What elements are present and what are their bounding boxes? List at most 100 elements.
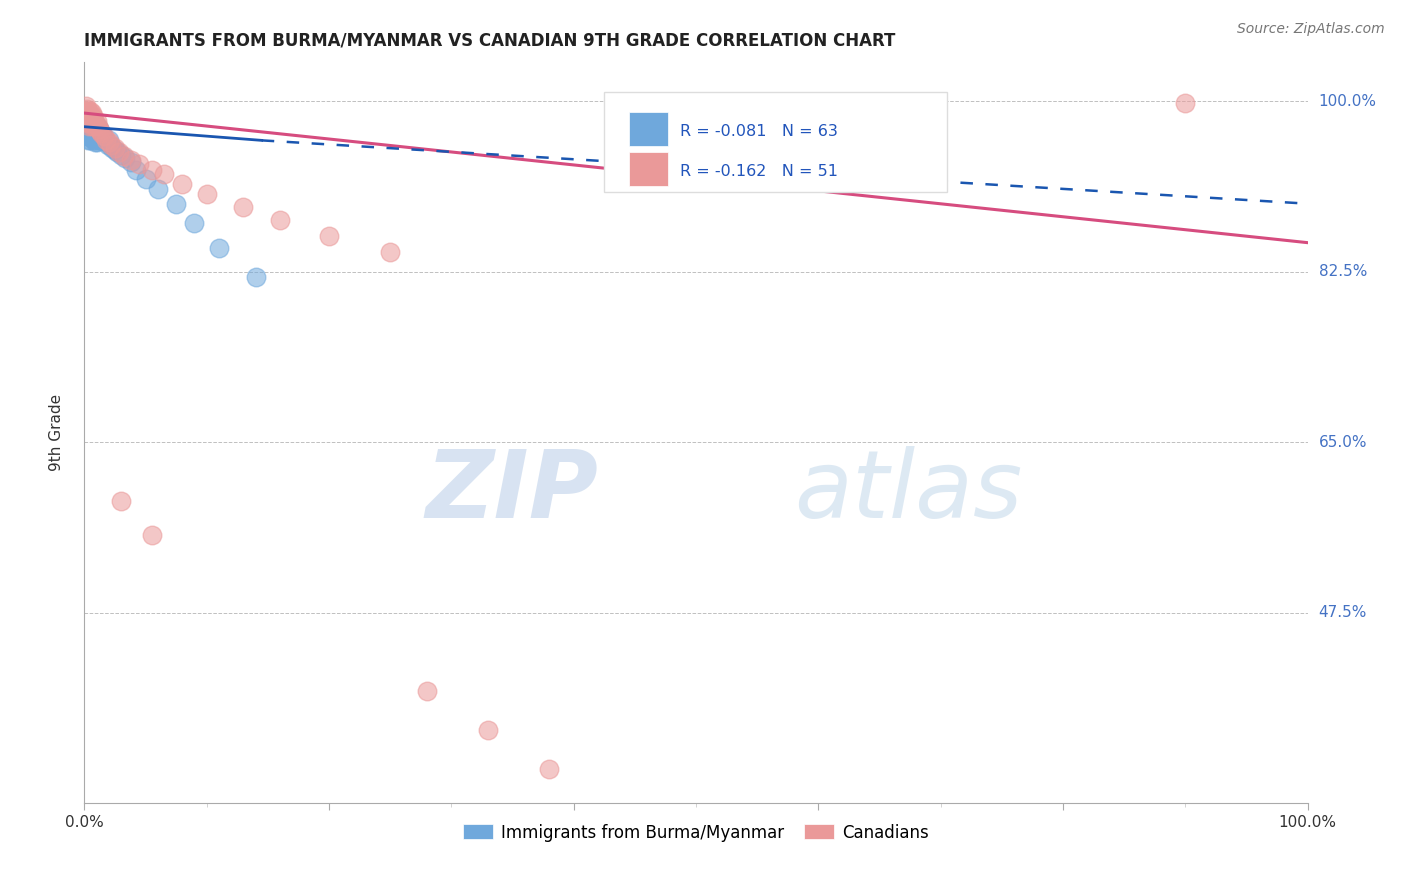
Point xyxy=(82,114,104,128)
Point xyxy=(83,119,105,133)
Text: R = -0.162   N = 51: R = -0.162 N = 51 xyxy=(681,164,838,179)
Point xyxy=(98,138,121,153)
Point xyxy=(89,133,111,147)
Point xyxy=(93,128,115,143)
Point xyxy=(165,196,187,211)
Point xyxy=(110,493,132,508)
Point xyxy=(96,133,118,147)
Point xyxy=(80,119,103,133)
Point xyxy=(83,112,105,126)
Text: 100.0%: 100.0% xyxy=(1319,94,1376,109)
Point xyxy=(77,121,100,136)
Point xyxy=(87,121,110,136)
Point xyxy=(477,723,499,737)
Point xyxy=(94,133,117,147)
Point xyxy=(76,106,98,120)
Point xyxy=(77,133,100,147)
Point xyxy=(76,102,98,116)
Point xyxy=(79,116,101,130)
FancyBboxPatch shape xyxy=(628,152,668,186)
Text: 82.5%: 82.5% xyxy=(1319,264,1367,279)
Point xyxy=(84,123,107,137)
Point xyxy=(79,126,101,140)
Point xyxy=(80,116,103,130)
Point xyxy=(75,109,97,123)
Text: 47.5%: 47.5% xyxy=(1319,606,1367,620)
Point xyxy=(82,128,104,143)
Point xyxy=(183,216,205,230)
Point xyxy=(97,136,120,150)
Point xyxy=(75,109,97,123)
Point xyxy=(87,119,110,133)
Point xyxy=(79,133,101,147)
Point xyxy=(82,109,104,123)
Text: R = -0.081   N = 63: R = -0.081 N = 63 xyxy=(681,124,838,139)
Point xyxy=(93,131,115,145)
Point xyxy=(76,119,98,133)
FancyBboxPatch shape xyxy=(605,92,946,192)
Point xyxy=(77,116,100,130)
Point xyxy=(80,121,103,136)
Point xyxy=(87,120,110,135)
Point xyxy=(83,116,105,130)
Point xyxy=(107,145,129,159)
Point xyxy=(77,119,100,133)
Point xyxy=(172,178,194,192)
Text: IMMIGRANTS FROM BURMA/MYANMAR VS CANADIAN 9TH GRADE CORRELATION CHART: IMMIGRANTS FROM BURMA/MYANMAR VS CANADIA… xyxy=(84,32,896,50)
Point xyxy=(125,162,148,177)
Point xyxy=(232,200,254,214)
Point xyxy=(135,172,157,186)
Point xyxy=(416,683,439,698)
Point xyxy=(82,116,104,130)
Legend: Immigrants from Burma/Myanmar, Canadians: Immigrants from Burma/Myanmar, Canadians xyxy=(454,815,938,850)
Point xyxy=(76,112,98,126)
Point xyxy=(80,131,103,145)
Point xyxy=(153,168,176,182)
Point xyxy=(79,104,101,119)
Text: 65.0%: 65.0% xyxy=(1319,435,1367,450)
Point xyxy=(87,126,110,140)
Point xyxy=(208,240,231,255)
Point xyxy=(89,123,111,137)
Point xyxy=(77,106,100,120)
Point xyxy=(77,126,100,140)
Point xyxy=(538,762,561,776)
Point xyxy=(86,136,108,150)
Point xyxy=(269,213,291,227)
Point xyxy=(84,136,107,150)
Point xyxy=(90,126,112,140)
Point xyxy=(318,228,340,243)
Point xyxy=(75,123,97,137)
Point xyxy=(87,130,110,145)
Point xyxy=(79,109,101,123)
Point xyxy=(86,123,108,137)
Point xyxy=(84,116,107,130)
Point xyxy=(120,153,142,167)
Point xyxy=(96,136,118,150)
Point xyxy=(1174,96,1197,111)
Point xyxy=(86,114,108,128)
Point xyxy=(87,121,110,136)
Point xyxy=(380,245,402,260)
Y-axis label: 9th Grade: 9th Grade xyxy=(49,394,63,471)
Point xyxy=(77,116,100,130)
Point xyxy=(75,99,97,113)
Point xyxy=(76,112,98,126)
Point xyxy=(195,186,218,201)
Point xyxy=(83,133,105,147)
Point xyxy=(79,119,101,133)
Point xyxy=(77,104,100,119)
Point xyxy=(77,112,100,126)
Point xyxy=(77,114,100,128)
Point xyxy=(77,109,100,123)
Point xyxy=(76,128,98,143)
Point xyxy=(80,112,103,126)
FancyBboxPatch shape xyxy=(628,112,668,145)
Point xyxy=(120,154,142,169)
Point xyxy=(100,138,122,153)
Point xyxy=(110,148,132,162)
Point xyxy=(86,128,108,143)
Point xyxy=(77,123,100,137)
Point xyxy=(75,116,97,130)
Point xyxy=(86,119,108,133)
